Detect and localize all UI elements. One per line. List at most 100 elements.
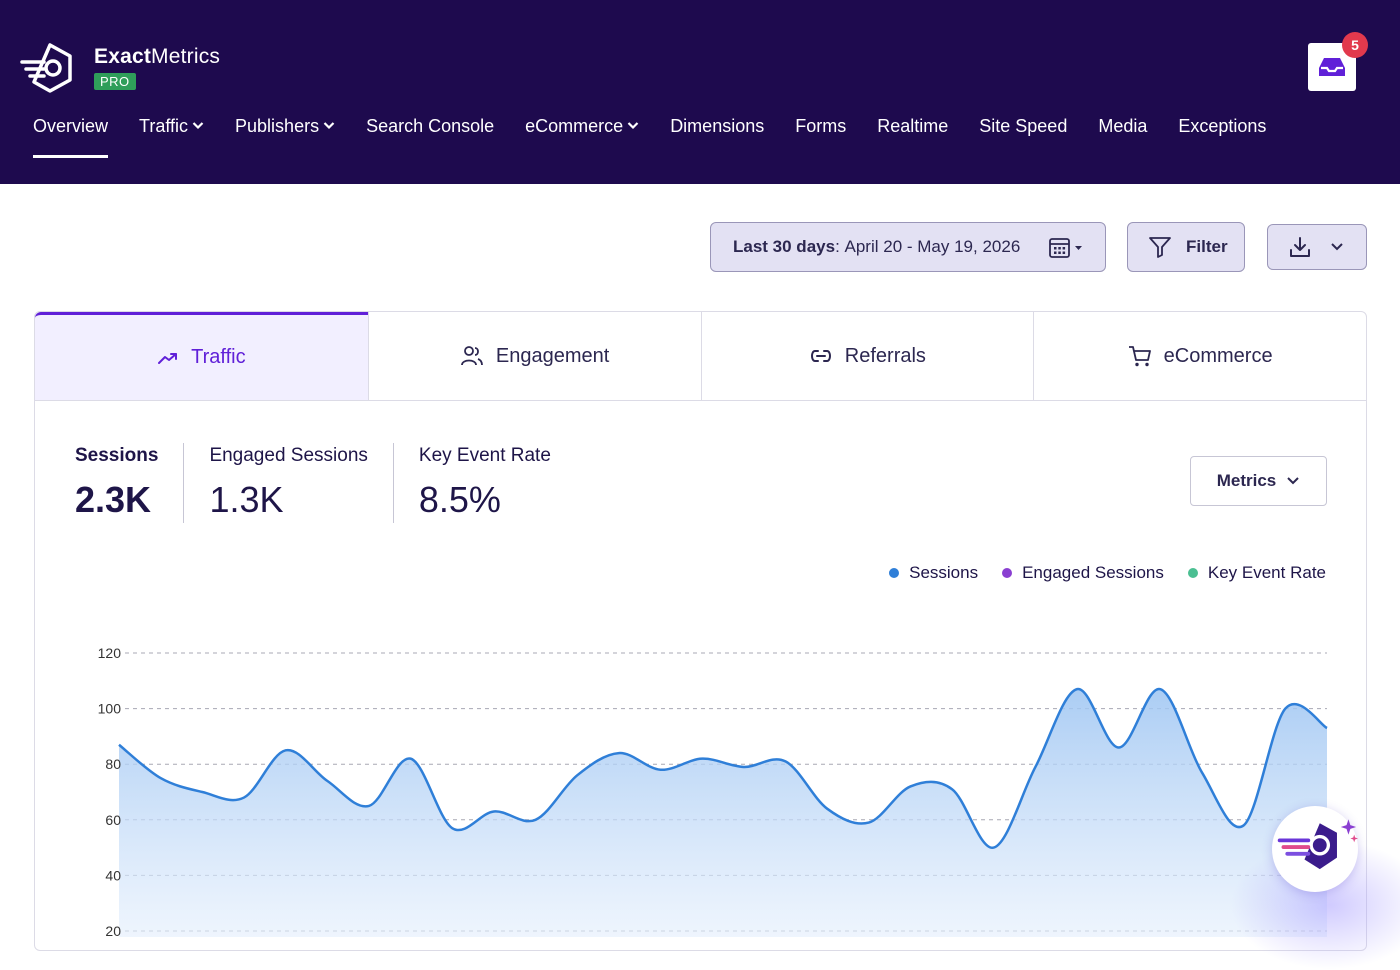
- logo-text: ExactMetrics PRO: [94, 45, 220, 91]
- stat-key-event-rate[interactable]: Key Event Rate 8.5%: [419, 443, 576, 523]
- nav-item-realtime[interactable]: Realtime: [877, 116, 949, 136]
- nav-item-exceptions[interactable]: Exceptions: [1178, 116, 1267, 136]
- stat-label: Key Event Rate: [418, 445, 551, 466]
- legend-item-engaged-sessions[interactable]: Engaged Sessions: [1002, 563, 1164, 583]
- stat-sessions[interactable]: Sessions 2.3K: [75, 443, 185, 523]
- report-tabs: Traffic Engagement Referrals eCommerce: [35, 312, 1366, 401]
- sessions-data-point[interactable]: [1071, 683, 1083, 695]
- nav-item-traffic[interactable]: Traffic: [139, 116, 204, 158]
- sessions-data-point[interactable]: [113, 739, 125, 751]
- y-tick-label: 20: [105, 923, 121, 937]
- sessions-area-fill: [119, 689, 1327, 937]
- notification-count-badge: 5: [1342, 32, 1368, 58]
- stat-value: 2.3K: [75, 479, 152, 520]
- sessions-data-point[interactable]: [280, 744, 292, 756]
- sessions-data-point[interactable]: [988, 842, 1000, 854]
- nav-item-media[interactable]: Media: [1098, 116, 1148, 136]
- chevron-down-icon: [192, 122, 204, 130]
- date-range-prefix: Last 30 days: [733, 237, 836, 256]
- y-tick-label: 40: [105, 867, 121, 883]
- nav-item-forms[interactable]: Forms: [795, 116, 847, 136]
- tab-engagement[interactable]: Engagement: [367, 312, 701, 400]
- sessions-data-point[interactable]: [238, 792, 250, 804]
- stat-value: 1.3K: [209, 479, 284, 520]
- y-tick-label: 80: [105, 756, 121, 772]
- assistant-launcher-button[interactable]: [1272, 806, 1358, 892]
- legend-item-key-event-rate[interactable]: Key Event Rate: [1187, 563, 1326, 583]
- sessions-data-point[interactable]: [446, 822, 458, 834]
- brand-name: ExactMetrics: [94, 45, 221, 68]
- stat-engaged-sessions[interactable]: Engaged Sessions 1.3K: [209, 443, 394, 523]
- nav-item-search-console[interactable]: Search Console: [366, 116, 495, 136]
- sessions-data-point[interactable]: [405, 753, 417, 765]
- sessions-data-point[interactable]: [196, 786, 208, 798]
- app-header: ExactMetrics PRO 5 Overview Traffic Publ…: [0, 0, 1400, 184]
- sessions-data-point[interactable]: [1029, 761, 1041, 773]
- logo[interactable]: ExactMetrics PRO: [20, 42, 220, 94]
- stat-value: 8.5%: [418, 479, 501, 520]
- sessions-data-point[interactable]: [363, 800, 375, 812]
- legend-dot: [1002, 568, 1013, 578]
- sessions-data-point[interactable]: [321, 775, 333, 787]
- calendar-icon: [1049, 238, 1082, 258]
- sessions-data-point[interactable]: [863, 817, 875, 829]
- sessions-data-point[interactable]: [904, 780, 916, 792]
- nav-item-overview[interactable]: Overview: [33, 116, 109, 158]
- sessions-series-line[interactable]: [118, 687, 1328, 849]
- sessions-data-point[interactable]: [613, 747, 625, 759]
- cart-icon: [1128, 346, 1151, 367]
- export-button[interactable]: [1267, 224, 1367, 270]
- sessions-data-point[interactable]: [155, 772, 167, 784]
- sessions-data-point[interactable]: [946, 783, 958, 795]
- legend-dot: [889, 568, 900, 578]
- sessions-data-point[interactable]: [1196, 767, 1208, 779]
- chevron-down-icon: [1287, 477, 1299, 485]
- sessions-data-point[interactable]: [1279, 703, 1291, 715]
- chevron-down-icon: [627, 122, 639, 130]
- sessions-data-point[interactable]: [655, 764, 667, 776]
- tab-referrals[interactable]: Referrals: [700, 312, 1034, 400]
- date-range-value: April 20 - May 19, 2026: [844, 237, 1021, 256]
- nav-item-publishers[interactable]: Publishers: [235, 116, 335, 158]
- chevron-down-icon: [1331, 243, 1343, 251]
- sessions-data-point[interactable]: [779, 755, 791, 767]
- assistant-bot-icon: [1277, 819, 1358, 870]
- nav-item-site-speed[interactable]: Site Speed: [979, 116, 1068, 136]
- stat-label: Sessions: [75, 445, 159, 466]
- sessions-chart: 120 100 80 60 40 20: [98, 645, 1333, 937]
- link-icon: [810, 350, 831, 362]
- stat-label: Engaged Sessions: [209, 445, 368, 466]
- sessions-data-point[interactable]: [1113, 742, 1125, 754]
- sessions-data-point[interactable]: [738, 761, 750, 773]
- main-nav: Overview Traffic Publishers Search Conso…: [33, 116, 1297, 158]
- nav-item-dimensions[interactable]: Dimensions: [670, 116, 765, 136]
- sessions-data-point[interactable]: [696, 753, 708, 765]
- tab-traffic[interactable]: Traffic: [35, 312, 368, 400]
- sessions-data-point[interactable]: [571, 769, 583, 781]
- filter-button[interactable]: Filter: [1127, 222, 1245, 272]
- sessions-data-point[interactable]: [530, 814, 542, 826]
- sessions-data-point[interactable]: [821, 803, 833, 815]
- trend-up-icon: [158, 352, 178, 364]
- sessions-data-point[interactable]: [1321, 722, 1333, 734]
- legend-item-sessions[interactable]: Sessions: [889, 563, 978, 583]
- sessions-data-point[interactable]: [488, 805, 500, 817]
- sessions-data-point[interactable]: [1154, 683, 1166, 695]
- tab-ecommerce[interactable]: eCommerce: [1033, 312, 1366, 400]
- y-tick-label: 60: [105, 812, 121, 828]
- sessions-data-point[interactable]: [1238, 819, 1250, 831]
- chart-legend: Sessions Engaged Sessions Key Event Rate: [889, 563, 1326, 583]
- metrics-dropdown[interactable]: Metrics: [1190, 456, 1327, 506]
- chevron-down-icon: [323, 122, 335, 130]
- y-tick-label: 100: [98, 701, 122, 717]
- legend-dot: [1187, 568, 1198, 578]
- exactmetrics-logo-icon: [20, 43, 72, 93]
- inbox-icon: [1319, 58, 1345, 76]
- filter-icon: [1149, 237, 1171, 258]
- users-icon: [461, 346, 483, 366]
- download-icon: [1290, 237, 1310, 257]
- date-range-button[interactable]: Last 30 days: April 20 - May 19, 2026: [710, 222, 1106, 272]
- y-tick-label: 120: [98, 645, 122, 661]
- nav-item-ecommerce[interactable]: eCommerce: [525, 116, 639, 158]
- report-card: Traffic Engagement Referrals eCommerce S…: [34, 311, 1367, 951]
